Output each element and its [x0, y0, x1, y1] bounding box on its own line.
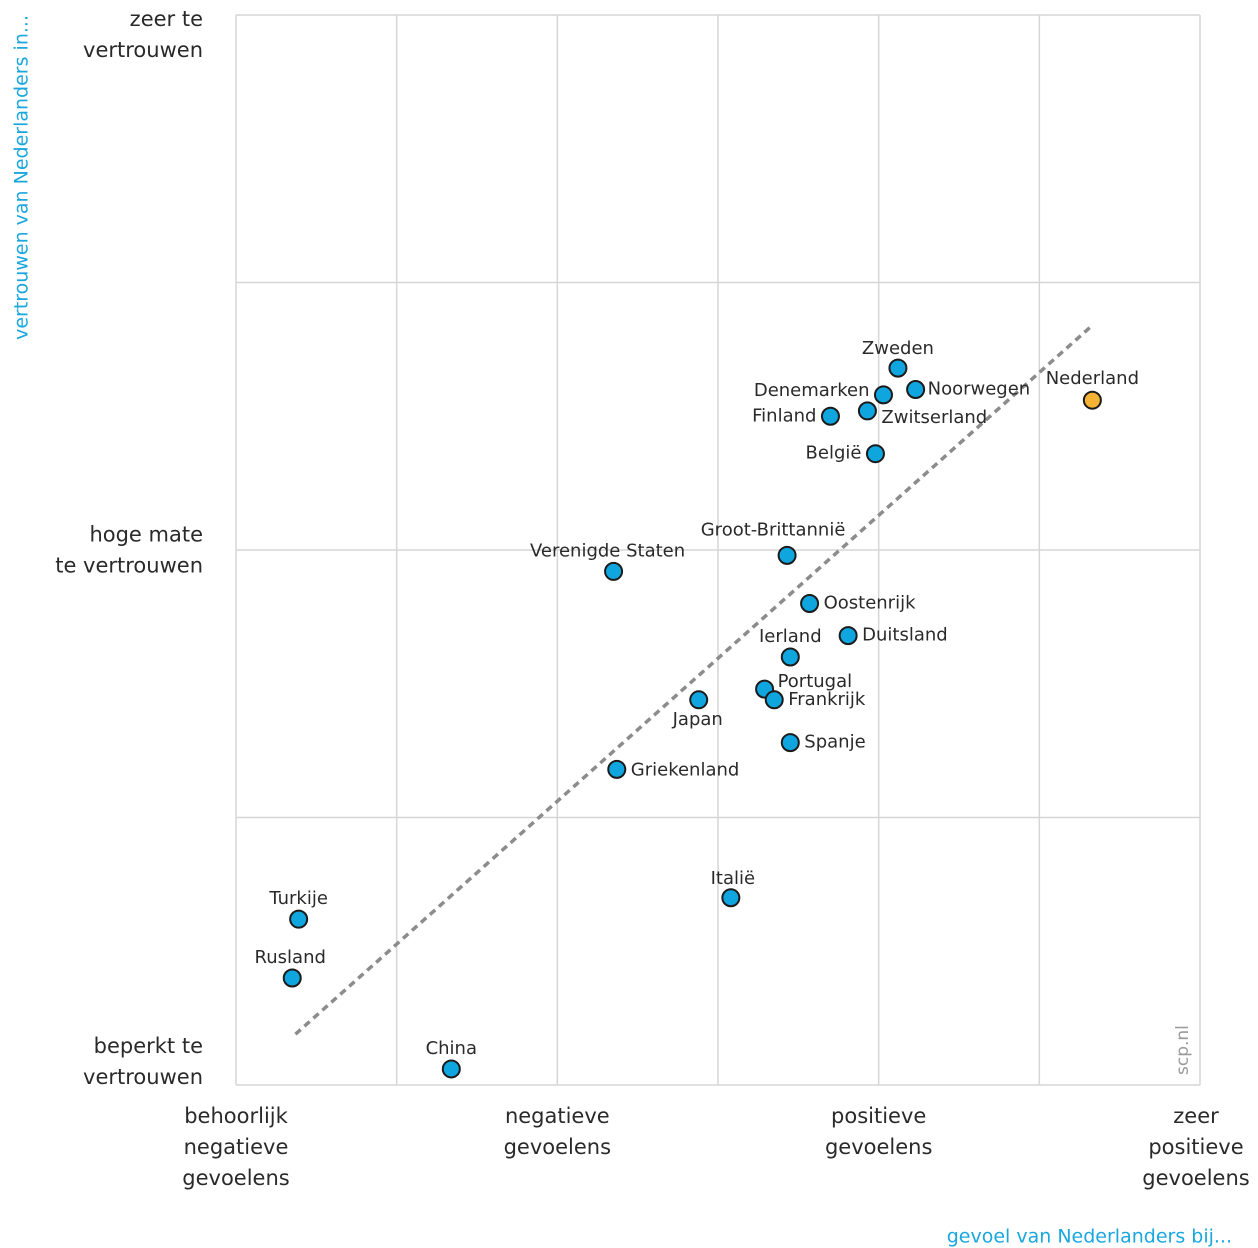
data-point	[282, 968, 302, 988]
point-label: Zweden	[862, 338, 934, 359]
trend-line	[294, 323, 1094, 1036]
watermark: scp.nl	[1173, 1025, 1193, 1075]
point-label: Portugal	[778, 671, 853, 692]
data-point	[689, 690, 709, 710]
point-label: Italië	[711, 868, 755, 889]
point-label: Denemarken	[754, 380, 870, 401]
y-tick-label: beperkt te vertrouwen	[83, 1034, 203, 1089]
data-point	[838, 626, 858, 646]
point-label: Verenigde Staten	[530, 540, 685, 561]
point-label: Zwitserland	[881, 407, 987, 428]
data-point	[888, 358, 908, 378]
y-tick-label: zeer te vertrouwen	[83, 7, 203, 62]
point-label: Rusland	[255, 947, 326, 968]
point-label: Duitsland	[862, 625, 948, 646]
data-point	[441, 1059, 461, 1079]
y-axis-title: vertrouwen van Nederlanders in...	[11, 15, 33, 340]
point-label: Finland	[752, 405, 816, 426]
data-point	[873, 385, 893, 405]
data-point	[857, 401, 877, 421]
point-label: Spanje	[804, 732, 865, 753]
data-point	[906, 380, 926, 399]
x-tick-label: behoorlijk negatieve gevoelens	[182, 1104, 289, 1190]
data-point	[607, 759, 627, 779]
data-point	[800, 594, 820, 613]
point-label: Griekenland	[631, 759, 740, 780]
x-axis-title: gevoel van Nederlanders bij...	[947, 1226, 1232, 1248]
point-label: België	[806, 443, 862, 464]
data-point	[780, 647, 800, 667]
data-point	[780, 733, 800, 753]
point-label: China	[426, 1038, 477, 1059]
point-label: Groot-Brittannië	[701, 519, 846, 540]
point-label: Japan	[672, 709, 723, 730]
data-point	[865, 444, 885, 464]
data-point	[721, 888, 741, 908]
x-tick-label: zeer positieve gevoelens	[1142, 1104, 1249, 1190]
data-point	[764, 690, 784, 710]
data-point	[777, 545, 797, 565]
point-label: Turkije	[268, 888, 328, 909]
point-label: Oostenrijk	[824, 593, 917, 614]
point-label: Frankrijk	[788, 689, 866, 710]
data-point	[604, 561, 624, 581]
x-tick-label: negatieve gevoelens	[504, 1104, 611, 1159]
y-tick-label: hoge mate te vertrouwen	[55, 523, 203, 578]
x-tick-label: positieve gevoelens	[825, 1104, 932, 1159]
data-point	[1082, 390, 1102, 410]
point-label: Nederland	[1046, 368, 1139, 389]
data-point	[289, 909, 309, 929]
point-label: Ierland	[759, 626, 822, 647]
data-point	[820, 406, 840, 426]
point-label: Noorwegen	[928, 379, 1031, 400]
